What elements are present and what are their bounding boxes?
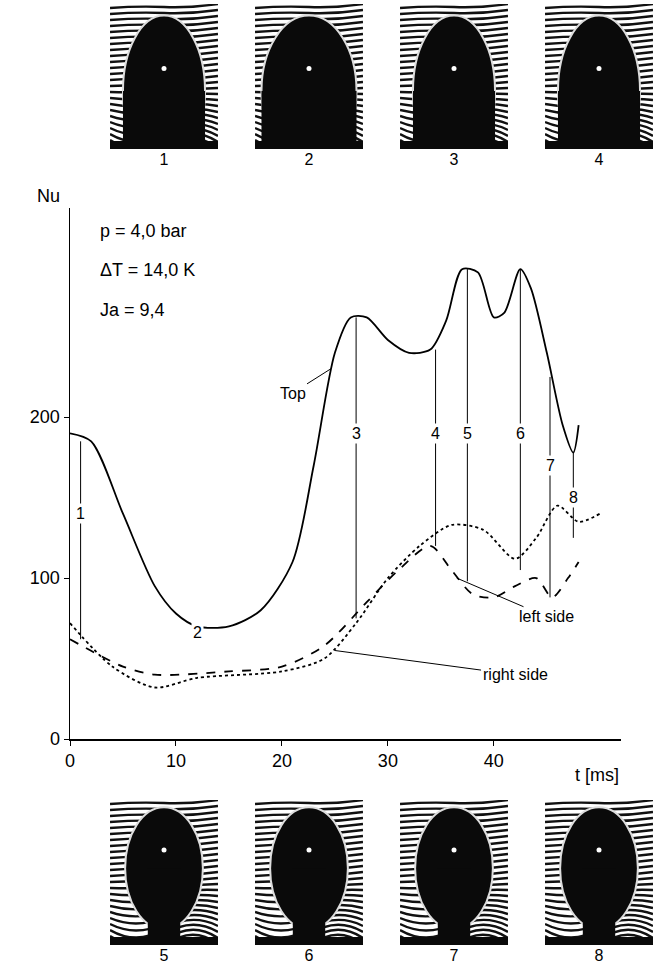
html-text:2: 2 [304,151,314,168]
html-text:3: 3 [449,151,459,168]
svg-text:30: 30 [378,751,398,771]
svg-text:Top: Top [280,385,306,402]
svg-text:Ja = 9,4: Ja = 9,4 [100,300,165,320]
svg-text:100: 100 [30,568,60,588]
html-text:8: 8 [594,947,604,964]
svg-text:40: 40 [484,751,504,771]
svg-text:ΔT = 14,0 K: ΔT = 14,0 K [100,260,195,280]
svg-text:3: 3 [352,425,361,442]
svg-text:right side: right side [483,666,548,683]
svg-text:5: 5 [463,425,472,442]
svg-text:8: 8 [569,489,578,506]
svg-text:7: 7 [546,457,555,474]
svg-text:Nu: Nu [37,186,60,206]
svg-text:1: 1 [76,505,85,522]
svg-text:0: 0 [50,729,60,749]
svg-text:left side: left side [519,608,574,625]
svg-text:6: 6 [516,425,525,442]
svg-text:2: 2 [193,624,202,641]
html-text:7: 7 [449,947,459,964]
svg-text:0: 0 [65,751,75,771]
html-text:5: 5 [159,947,169,964]
svg-text:20: 20 [272,751,292,771]
html-text:4: 4 [594,151,604,168]
svg-text:4: 4 [431,425,440,442]
svg-text:200: 200 [30,407,60,427]
svg-text:10: 10 [166,751,186,771]
html-text:1: 1 [159,151,169,168]
svg-text:p = 4,0 bar: p = 4,0 bar [100,221,187,241]
html-text:6: 6 [304,947,314,964]
svg-text:t [ms]: t [ms] [575,765,619,785]
